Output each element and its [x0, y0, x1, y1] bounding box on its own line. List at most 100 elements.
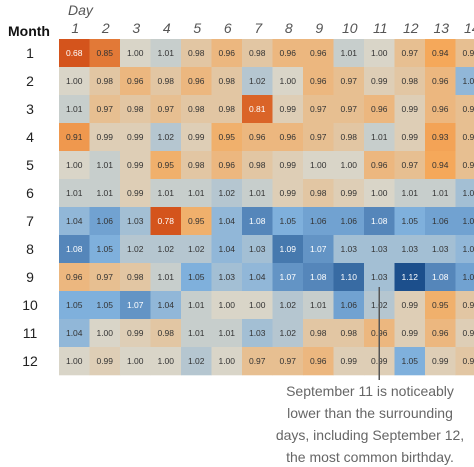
heatmap-cell	[333, 235, 365, 264]
heatmap-cell	[181, 179, 212, 208]
day-axis-title: Day	[68, 2, 94, 18]
heatmap-cell-label: 0.96	[432, 328, 449, 338]
heatmap-cell	[303, 319, 334, 348]
heatmap-cell-label: 1.05	[279, 216, 296, 226]
heatmap-cell	[150, 291, 182, 320]
heatmap-cell	[455, 319, 474, 348]
heatmap-cell	[272, 347, 304, 376]
heatmap-cell	[211, 347, 243, 376]
heatmap-cell	[242, 207, 273, 236]
heatmap-cell-label: 1.03	[432, 244, 449, 254]
heatmap-cell	[272, 319, 304, 348]
heatmap-cell	[394, 95, 426, 124]
heatmap-cell	[425, 291, 456, 320]
heatmap-cell	[272, 39, 304, 68]
heatmap-cell	[150, 347, 182, 376]
heatmap-cell	[272, 151, 304, 180]
heatmap-cell-label: 0.99	[340, 356, 357, 366]
heatmap-cell-label: 0.85	[96, 48, 113, 58]
heatmap-cell-label: 0.95	[432, 300, 449, 310]
heatmap-cell	[150, 179, 182, 208]
heatmap-cell-label: 1.02	[279, 328, 296, 338]
heatmap-cell	[120, 319, 151, 348]
heatmap-cell	[181, 235, 212, 264]
heatmap-cell-label: 0.96	[371, 160, 388, 170]
heatmap-cell	[211, 95, 243, 124]
heatmap-cell-label: 0.98	[401, 76, 418, 86]
heatmap-cell-label: 0.93	[432, 132, 449, 142]
heatmap-cell-label: 0.96	[310, 48, 327, 58]
heatmap-cell	[150, 67, 182, 96]
heatmap-cell	[364, 123, 395, 152]
heatmap-cell	[455, 291, 474, 320]
heatmap-cell	[211, 67, 243, 96]
heatmap-cell-label: 0.99	[462, 328, 474, 338]
heatmap-cell	[59, 263, 90, 292]
heatmap-cell-label: 0.99	[127, 132, 144, 142]
heatmap-cell-label: 0.99	[188, 132, 205, 142]
heatmap-cell-label: 1.10	[340, 272, 357, 282]
heatmap-cell-label: 1.01	[96, 188, 113, 198]
heatmap-cell-label: 1.01	[66, 188, 83, 198]
heatmap-cell	[89, 39, 121, 68]
annotation-line-2: lower than the surrounding	[287, 405, 453, 421]
heatmap-cell-label: 0.98	[218, 76, 235, 86]
heatmap-cell-label: 1.01	[340, 48, 357, 58]
heatmap-cell	[425, 67, 456, 96]
heatmap-cell-label: 0.97	[462, 160, 474, 170]
heatmap-cell	[425, 347, 456, 376]
heatmap-cell	[394, 39, 426, 68]
day-tick-label: 4	[163, 20, 171, 36]
heatmap-cell-label: 1.01	[188, 328, 205, 338]
heatmap-cell	[181, 207, 212, 236]
heatmap-cell-label: 0.97	[462, 104, 474, 114]
heatmap-cell	[211, 179, 243, 208]
day-tick-label: 1	[71, 20, 79, 36]
heatmap-cell	[272, 67, 304, 96]
heatmap-cell	[272, 179, 304, 208]
day-tick-label: 12	[403, 20, 419, 36]
heatmap-cell-label: 1.03	[249, 328, 266, 338]
annotation-line-1: September 11 is noticeably	[286, 383, 454, 399]
day-axis-labels: 1234567891011121314	[71, 20, 474, 36]
heatmap-cell-label: 0.96	[310, 76, 327, 86]
heatmap-cell	[120, 179, 151, 208]
heatmap-cell	[425, 95, 456, 124]
heatmap-cell	[211, 39, 243, 68]
heatmap-cell	[211, 291, 243, 320]
heatmap-cell	[150, 123, 182, 152]
heatmap-cell-label: 1.06	[462, 272, 474, 282]
heatmap-cell	[272, 123, 304, 152]
heatmap-cell	[333, 263, 365, 292]
heatmap-cell	[455, 235, 474, 264]
heatmap-cell	[120, 263, 151, 292]
heatmap-cell-label: 1.03	[462, 188, 474, 198]
month-tick-label: 9	[26, 269, 34, 285]
heatmap-cell-label: 1.08	[432, 272, 449, 282]
day-tick-label: 10	[342, 20, 358, 36]
heatmap-cell	[181, 39, 212, 68]
heatmap-cell	[120, 67, 151, 96]
heatmap-cell-label: 1.05	[66, 300, 83, 310]
day-tick-label: 13	[433, 20, 449, 36]
heatmap-cell-label: 1.05	[96, 244, 113, 254]
heatmap-cell-label: 1.06	[340, 216, 357, 226]
heatmap-cell-label: 0.98	[127, 272, 144, 282]
heatmap-cell-label: 0.96	[432, 76, 449, 86]
heatmap-cell	[364, 179, 395, 208]
heatmap-cell	[120, 95, 151, 124]
heatmap-cell-label: 0.98	[218, 104, 235, 114]
heatmap-cell	[425, 235, 456, 264]
heatmap-cell	[333, 179, 365, 208]
heatmap-cell	[59, 123, 90, 152]
heatmap-cells: 0.68 0.85 1.00 1.01 0.98 0.96 0.98 0.96 0.96 1.01…	[59, 39, 474, 376]
heatmap-cell-label: 0.96	[66, 272, 83, 282]
heatmap-cell-label: 1.12	[401, 272, 418, 282]
heatmap-cell-label: 1.02	[188, 356, 205, 366]
heatmap-cell	[394, 207, 426, 236]
heatmap-cell-label: 1.01	[188, 300, 205, 310]
heatmap-cell	[364, 95, 395, 124]
heatmap-cell-label: 0.99	[401, 104, 418, 114]
day-tick-label: 3	[132, 20, 140, 36]
heatmap-cell	[303, 263, 334, 292]
